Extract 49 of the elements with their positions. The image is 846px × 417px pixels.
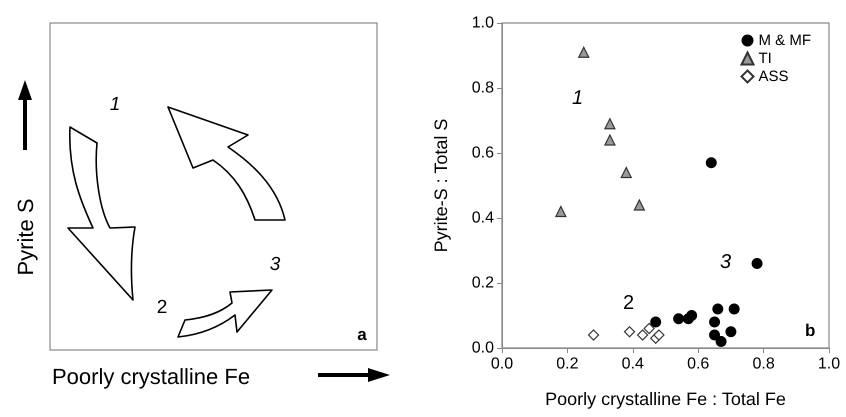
point (725, 326, 736, 338)
x-tick-label: 0.6 (687, 356, 710, 372)
point (709, 316, 720, 328)
annotation: 1 (572, 87, 584, 109)
text: a (357, 325, 368, 344)
point (644, 322, 655, 334)
legend-label: TI (758, 50, 772, 67)
x-tick-label: 0.4 (622, 356, 644, 372)
y-tick-label: 0.2 (472, 274, 494, 292)
point (673, 313, 684, 324)
point (712, 304, 724, 314)
x-tick-label: 0.0 (490, 356, 514, 372)
y-tick-label: 1.0 (472, 14, 494, 32)
point (620, 166, 632, 178)
point (578, 46, 590, 58)
y-tick-label: 0.8 (472, 80, 494, 96)
y-tick-label: 0.6 (472, 144, 494, 162)
y-axis-title: Pyrite-S : Total S (431, 118, 451, 252)
point (728, 304, 740, 314)
point (653, 329, 665, 341)
y-tick-label: 0.4 (472, 210, 494, 226)
text: 1 (110, 94, 120, 115)
annotation: 3 (720, 251, 732, 273)
point (637, 329, 648, 341)
text: 2 (156, 297, 168, 318)
point (650, 316, 662, 328)
text: 3 (270, 254, 281, 275)
point (555, 206, 566, 218)
x-tick-label: 0.2 (556, 356, 579, 372)
point (686, 310, 698, 321)
legend-label: ASS (758, 68, 789, 85)
x-axis-title: Poorly crystalline Fe : Total Fe (545, 389, 786, 409)
point (624, 326, 636, 338)
point (752, 258, 763, 269)
text: Poorly crystalline Fe (52, 364, 250, 389)
point (706, 157, 717, 168)
annotation: 2 (623, 292, 634, 314)
y-tick-label: 0.0 (472, 340, 494, 356)
x-tick-label: 1.0 (818, 356, 840, 372)
point (604, 134, 616, 146)
annotation: b (805, 321, 816, 340)
x-tick-label: 0.8 (752, 356, 775, 372)
point (716, 336, 727, 347)
point (604, 118, 616, 130)
point (709, 330, 720, 340)
point (634, 199, 645, 211)
legend-label: M & MF (758, 32, 812, 49)
point (588, 329, 600, 341)
text: Pyrite S (13, 198, 38, 276)
